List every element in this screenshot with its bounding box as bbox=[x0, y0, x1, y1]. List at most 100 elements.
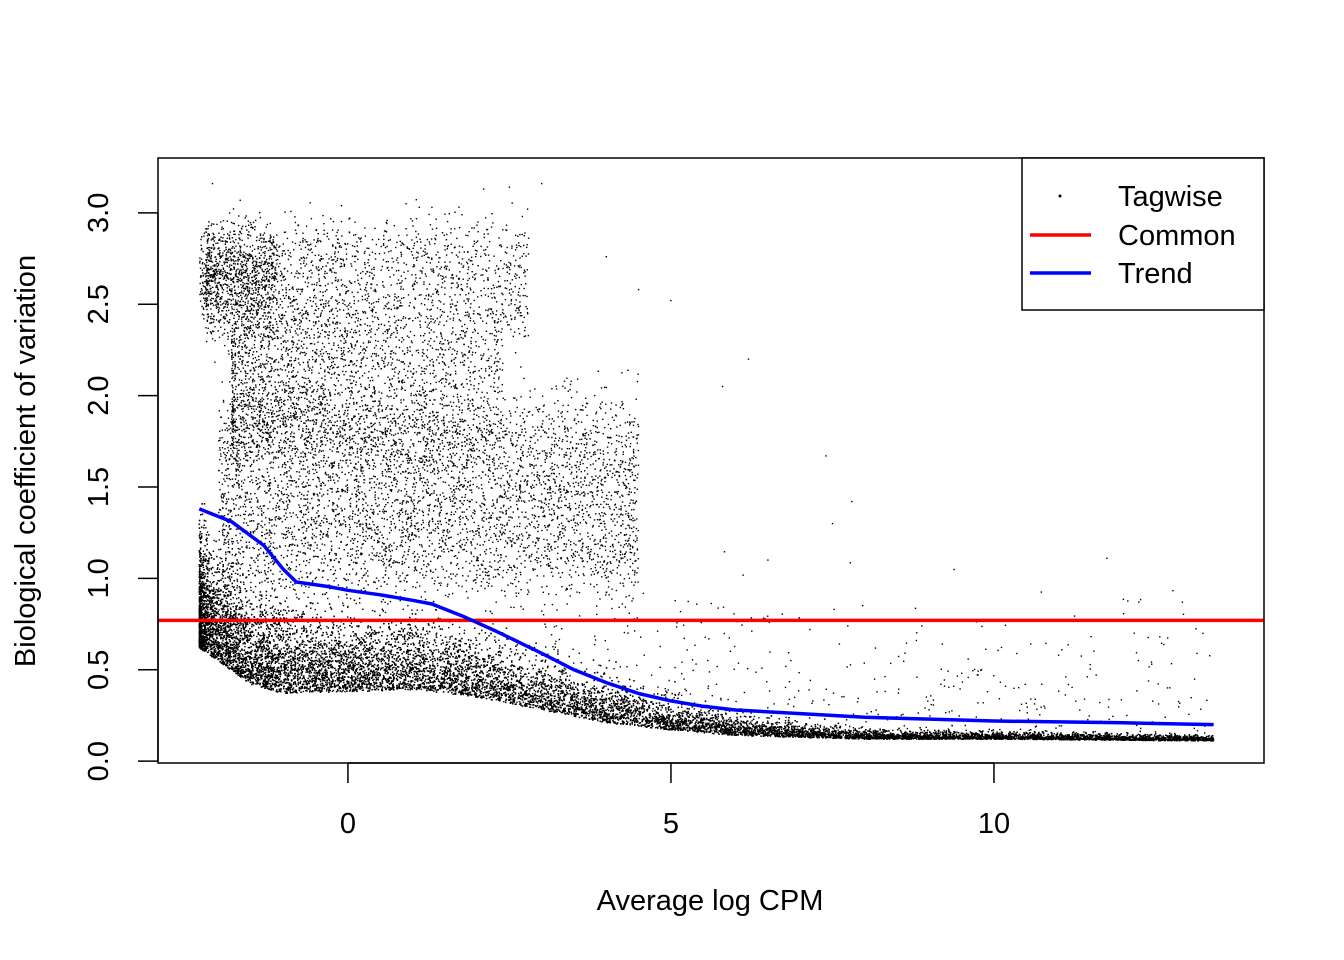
tagwise-point bbox=[631, 706, 633, 709]
tagwise-point bbox=[589, 708, 592, 710]
tagwise-point bbox=[218, 609, 220, 611]
tagwise-point bbox=[302, 690, 304, 693]
tagwise-point bbox=[490, 693, 492, 695]
tagwise-point bbox=[434, 641, 437, 644]
tagwise-point bbox=[467, 689, 469, 692]
tagwise-point bbox=[529, 690, 531, 692]
tagwise-point bbox=[711, 732, 714, 735]
tagwise-point bbox=[215, 612, 218, 614]
tagwise-point bbox=[698, 724, 700, 727]
tagwise-point bbox=[318, 671, 321, 674]
tagwise-point bbox=[343, 663, 345, 666]
tagwise-point bbox=[290, 658, 292, 660]
tagwise-point bbox=[213, 613, 216, 615]
tagwise-point bbox=[250, 653, 252, 655]
tagwise-point bbox=[298, 664, 301, 666]
tagwise-point bbox=[557, 708, 559, 711]
tagwise-point bbox=[415, 679, 417, 681]
tagwise-point bbox=[349, 651, 352, 653]
tagwise-point bbox=[249, 603, 251, 605]
tagwise-point bbox=[618, 706, 620, 708]
tagwise-point bbox=[280, 648, 283, 650]
tagwise-point bbox=[849, 725, 851, 728]
tagwise-point bbox=[331, 690, 334, 692]
tagwise-point bbox=[292, 678, 295, 680]
tagwise-point bbox=[656, 717, 658, 719]
tagwise-point bbox=[499, 668, 501, 670]
tagwise-point bbox=[498, 667, 500, 669]
tagwise-point bbox=[236, 585, 238, 587]
tagwise-point bbox=[247, 600, 249, 603]
tagwise-point bbox=[975, 732, 977, 734]
tagwise-point bbox=[387, 679, 390, 682]
tagwise-point bbox=[532, 706, 534, 709]
tagwise-point bbox=[203, 616, 205, 618]
tagwise-point bbox=[392, 667, 394, 669]
tagwise-point bbox=[265, 671, 267, 674]
tagwise-point bbox=[261, 622, 263, 625]
tagwise-point bbox=[373, 666, 375, 668]
tagwise-point bbox=[212, 581, 214, 584]
tagwise-point bbox=[263, 638, 265, 640]
tagwise-point bbox=[657, 721, 660, 723]
tagwise-point bbox=[1028, 729, 1030, 731]
tagwise-point bbox=[222, 581, 225, 583]
tagwise-point bbox=[206, 531, 209, 533]
tagwise-point bbox=[284, 587, 286, 589]
tagwise-point bbox=[626, 697, 628, 699]
tagwise-point bbox=[260, 671, 262, 674]
tagwise-point bbox=[469, 643, 471, 646]
tagwise-point bbox=[476, 685, 478, 687]
tagwise-point bbox=[315, 670, 317, 672]
tagwise-point bbox=[507, 681, 510, 683]
tagwise-point bbox=[516, 701, 518, 703]
tagwise-point bbox=[514, 687, 516, 689]
tagwise-point bbox=[303, 592, 305, 594]
tagwise-point bbox=[435, 649, 437, 651]
tagwise-point bbox=[348, 645, 350, 648]
tagwise-point bbox=[767, 720, 769, 722]
tagwise-point bbox=[764, 731, 766, 733]
tagwise-point bbox=[203, 573, 205, 576]
tagwise-point bbox=[673, 714, 675, 717]
tagwise-point bbox=[543, 688, 546, 690]
tagwise-point bbox=[376, 659, 379, 662]
tagwise-point bbox=[523, 673, 526, 675]
tagwise-point bbox=[314, 640, 317, 642]
tagwise-point bbox=[278, 627, 280, 630]
tagwise-point bbox=[448, 655, 450, 657]
tagwise-point bbox=[448, 648, 450, 650]
tagwise-point bbox=[638, 717, 640, 720]
tagwise-point bbox=[423, 660, 425, 662]
tagwise-point bbox=[669, 720, 671, 722]
tagwise-point bbox=[319, 683, 322, 685]
tagwise-point bbox=[381, 682, 384, 684]
tagwise-point bbox=[553, 695, 555, 697]
tagwise-point bbox=[366, 677, 369, 679]
tagwise-point bbox=[556, 710, 558, 713]
tagwise-point bbox=[357, 663, 359, 666]
tagwise-point bbox=[562, 690, 564, 692]
tagwise-point bbox=[327, 678, 330, 680]
tagwise-point bbox=[662, 704, 664, 706]
tagwise-point bbox=[356, 663, 358, 666]
tagwise-point bbox=[514, 654, 516, 656]
tagwise-point bbox=[457, 680, 459, 682]
tagwise-point bbox=[1196, 734, 1199, 736]
tagwise-point bbox=[249, 658, 251, 660]
tagwise-point bbox=[751, 719, 753, 722]
tagwise-point bbox=[329, 656, 331, 658]
tagwise-point bbox=[303, 641, 305, 643]
tagwise-point bbox=[207, 580, 209, 582]
tagwise-point bbox=[749, 728, 751, 730]
tagwise-point bbox=[217, 610, 220, 613]
tagwise-point bbox=[342, 675, 344, 677]
tagwise-point bbox=[495, 667, 497, 669]
tagwise-point bbox=[226, 659, 228, 661]
tagwise-point bbox=[616, 696, 619, 698]
tagwise-point bbox=[275, 675, 277, 677]
tagwise-point bbox=[577, 698, 579, 700]
tagwise-point bbox=[818, 736, 820, 739]
tagwise-point bbox=[427, 660, 430, 663]
tagwise-point bbox=[374, 648, 377, 650]
